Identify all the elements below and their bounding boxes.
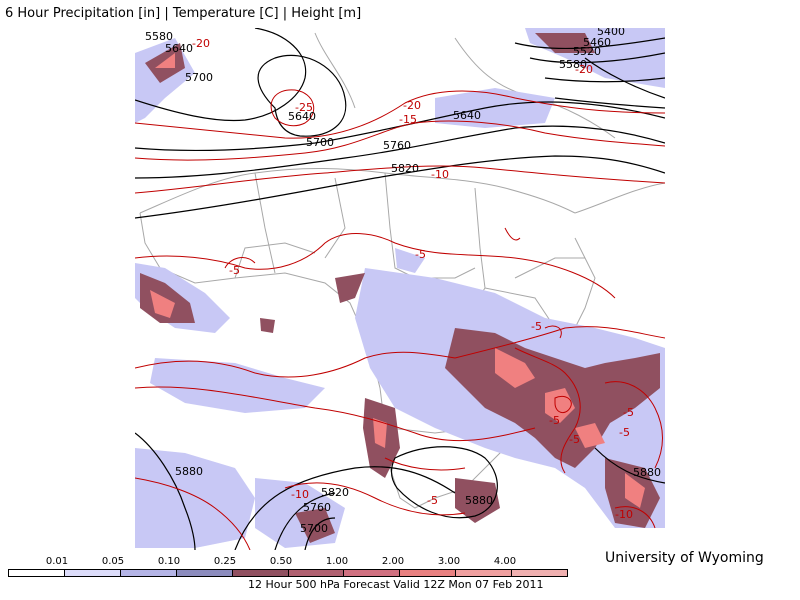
precip-color-scale: 0.01 0.05 0.10 0.25 0.50 1.00 2.00 3.00 … — [0, 556, 800, 600]
temperature-label: -5 — [569, 433, 580, 446]
height-label: 5700 — [300, 522, 328, 535]
height-label: 5880 — [633, 466, 661, 479]
temperature-label: -5 — [531, 320, 542, 333]
scale-tick-label: 2.00 — [381, 556, 405, 567]
temperature-label: -10 — [291, 488, 309, 501]
temperature-label: -5 — [415, 248, 426, 261]
height-label: 5880 — [175, 465, 203, 478]
height-label: 5640 — [288, 110, 316, 123]
chart-title: 6 Hour Precipitation [in] | Temperature … — [5, 6, 362, 21]
scale-tick-label: 3.00 — [437, 556, 461, 567]
scale-bar — [8, 569, 568, 577]
height-label: 5880 — [465, 494, 493, 507]
scale-segment — [9, 570, 65, 576]
scale-tick-label: 0.50 — [269, 556, 293, 567]
scale-segment — [64, 570, 121, 576]
scale-tick-label: 0.10 — [157, 556, 181, 567]
height-label: 5820 — [391, 162, 419, 175]
temperature-label: -10 — [615, 508, 633, 521]
scale-tick-label: 0.25 — [213, 556, 237, 567]
height-label: 5640 — [453, 109, 481, 122]
scale-segment — [120, 570, 177, 576]
map-canvas: 5580 5640 5700 5640 5700 5760 5820 5640 … — [134, 25, 666, 551]
scale-segment — [176, 570, 233, 576]
precipitation-shading — [135, 28, 665, 548]
scale-tick-label: 0.01 — [45, 556, 69, 567]
scale-segment — [400, 570, 457, 576]
height-label: 5460 — [583, 36, 611, 49]
temperature-labels: -20 -25 -20 -15 -10 -5 -5 -5 -20 -10 -5 … — [192, 37, 634, 521]
scale-tick-label: 0.05 — [101, 556, 125, 567]
height-label: 5520 — [573, 45, 601, 58]
height-label: 5400 — [597, 28, 625, 38]
map-panel: 5580 5640 5700 5640 5700 5760 5820 5640 … — [134, 25, 666, 551]
height-label: 5760 — [383, 139, 411, 152]
height-label: 5700 — [185, 71, 213, 84]
height-label: 5700 — [306, 136, 334, 149]
scale-segment — [344, 570, 401, 576]
height-label: 5820 — [321, 486, 349, 499]
temperature-label: -5 — [229, 264, 240, 277]
height-label: 5640 — [165, 42, 193, 55]
temperature-contours — [134, 89, 666, 551]
height-label: 5760 — [303, 501, 331, 514]
temperature-label: -5 — [427, 494, 438, 507]
temperature-label: -5 — [623, 406, 634, 419]
scale-tick-label: 4.00 — [493, 556, 517, 567]
scale-segment — [456, 570, 513, 576]
forecast-valid-label: 12 Hour 500 hPa Forecast Valid 12Z Mon 0… — [248, 578, 544, 591]
scale-segment — [512, 570, 568, 576]
scale-segment — [288, 570, 345, 576]
height-label: 5580 — [559, 58, 587, 71]
temperature-label: -5 — [549, 414, 560, 427]
temperature-label: -20 — [192, 37, 210, 50]
temperature-label: -15 — [399, 113, 417, 126]
temperature-label: -20 — [575, 63, 593, 76]
temperature-label: -10 — [431, 168, 449, 181]
temperature-label: -5 — [619, 426, 630, 439]
credit-label: University of Wyoming — [605, 550, 764, 566]
temperature-label: -25 — [295, 101, 313, 114]
scale-tick-label: 1.00 — [325, 556, 349, 567]
height-labels: 5580 5640 5700 5640 5700 5760 5820 5640 … — [145, 25, 661, 535]
height-label: 5580 — [145, 30, 173, 43]
temperature-label: -20 — [403, 99, 421, 112]
scale-segment — [232, 570, 289, 576]
